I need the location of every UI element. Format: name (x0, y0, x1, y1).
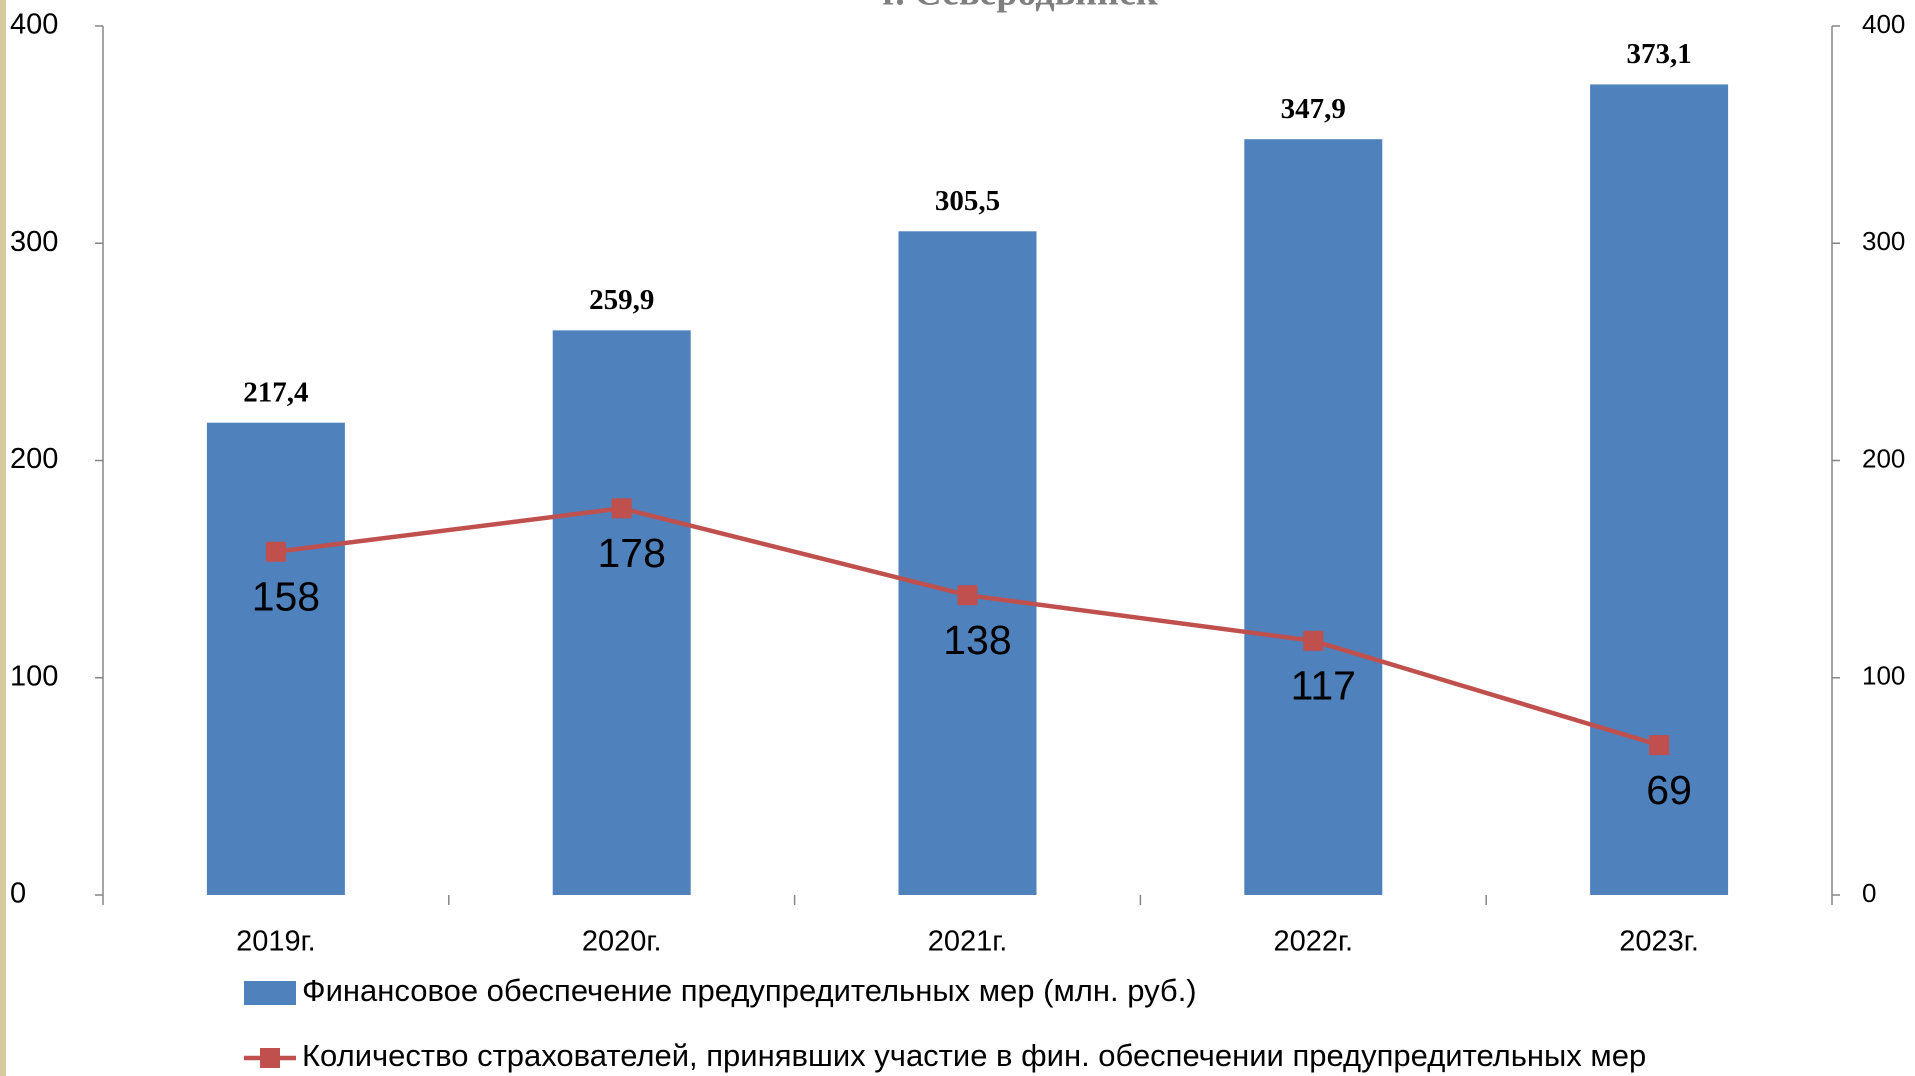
bar-value-label: 259,9 (589, 284, 654, 316)
y-tick-label: 300 (10, 226, 58, 258)
line-value-label: 178 (597, 530, 665, 576)
bar (1590, 84, 1729, 895)
bar-value-label: 305,5 (935, 185, 1000, 217)
x-tick-label: 2020г. (582, 926, 662, 958)
line-marker (1649, 735, 1670, 756)
side-stripe (0, 0, 6, 1076)
y2-tick-label: 400 (1862, 9, 1905, 39)
line-marker (611, 498, 632, 519)
bar-value-label: 347,9 (1281, 93, 1346, 125)
x-tick-label: 2019г. (236, 926, 316, 958)
line-marker (1303, 630, 1324, 651)
bar (898, 231, 1037, 895)
line-marker (265, 541, 286, 562)
legend-label: Финансовое обеспечение предупредительных… (302, 973, 1197, 1008)
bar (1244, 139, 1383, 895)
legend-label: Количество страхователей, принявших учас… (302, 1038, 1646, 1073)
y-tick-label: 200 (10, 443, 58, 475)
chart-title: г. Северодвинск (882, 0, 1158, 14)
y-tick-label: 0 (10, 878, 26, 910)
bar-value-label: 373,1 (1626, 38, 1691, 70)
x-tick-label: 2021г. (928, 926, 1008, 958)
legend-marker (260, 1048, 280, 1068)
line-value-label: 69 (1646, 767, 1692, 813)
x-tick-label: 2022г. (1273, 926, 1353, 958)
y-tick-label: 100 (10, 660, 58, 692)
y2-tick-label: 0 (1862, 878, 1876, 908)
line-value-label: 138 (943, 617, 1011, 663)
line-marker (957, 585, 978, 606)
y2-tick-label: 100 (1862, 661, 1905, 691)
y2-tick-label: 200 (1862, 443, 1905, 473)
y-tick-label: 400 (10, 9, 58, 41)
x-tick-label: 2023г. (1619, 926, 1699, 958)
legend-swatch (244, 981, 296, 1005)
line-value-label: 117 (1291, 663, 1356, 709)
y2-tick-label: 300 (1862, 226, 1905, 256)
line-value-label: 158 (252, 574, 320, 620)
bar (206, 422, 345, 895)
bar (552, 330, 691, 895)
bar-value-label: 217,4 (243, 376, 308, 408)
